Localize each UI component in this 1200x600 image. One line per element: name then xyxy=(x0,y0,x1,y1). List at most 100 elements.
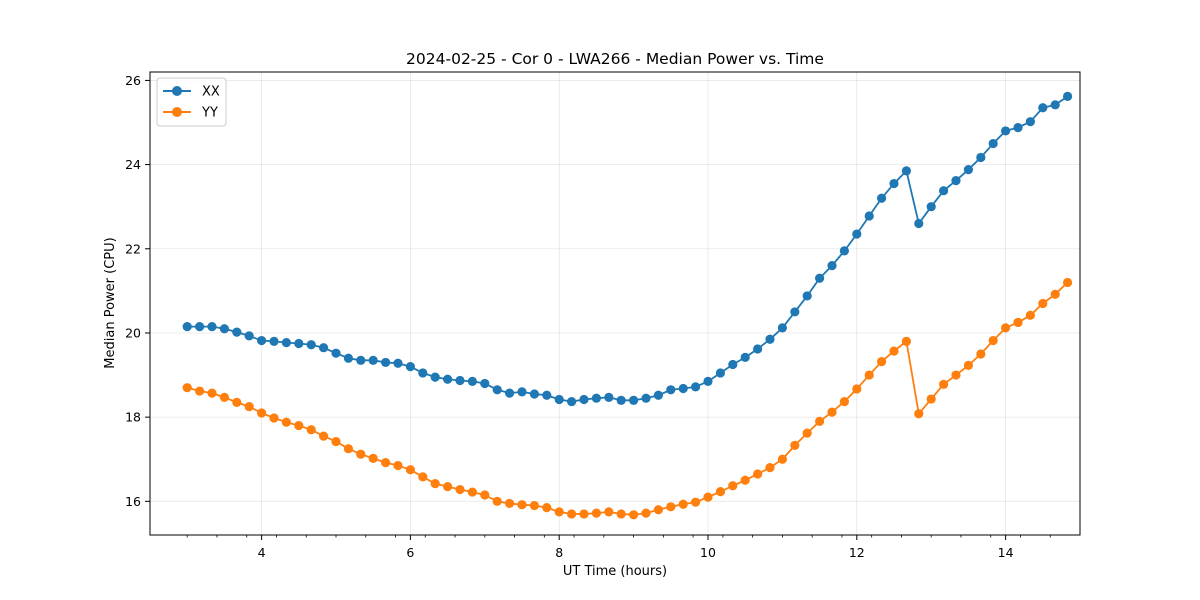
data-point-xx xyxy=(182,322,192,332)
data-point-xx xyxy=(753,344,763,354)
data-point-yy xyxy=(579,509,589,519)
data-point-yy xyxy=(666,502,676,512)
data-point-xx xyxy=(629,395,639,405)
y-tick-label: 18 xyxy=(125,410,141,425)
data-point-yy xyxy=(839,396,849,407)
data-point-xx xyxy=(1050,100,1060,110)
data-point-xx xyxy=(1062,91,1073,102)
y-tick-label: 24 xyxy=(125,157,141,172)
data-point-xx xyxy=(381,357,391,368)
data-point-xx xyxy=(232,327,242,337)
data-point-yy xyxy=(765,463,775,473)
data-point-yy xyxy=(492,496,502,506)
data-point-yy xyxy=(343,444,354,454)
data-point-xx xyxy=(517,387,527,397)
data-point-yy xyxy=(430,479,440,489)
data-point-yy xyxy=(740,475,750,485)
data-point-xx xyxy=(678,383,688,394)
data-point-yy xyxy=(542,503,552,513)
data-point-yy xyxy=(182,383,192,393)
data-point-xx xyxy=(294,338,304,349)
data-point-yy xyxy=(728,481,738,491)
x-tick-label: 4 xyxy=(258,545,266,560)
x-axis-label: UT Time (hours) xyxy=(563,564,667,579)
grid-lines xyxy=(150,72,1080,535)
data-point-xx xyxy=(889,178,899,189)
data-point-xx xyxy=(976,152,986,163)
data-point-yy xyxy=(257,408,267,418)
series-layer xyxy=(182,91,1073,520)
data-point-xx xyxy=(343,353,354,363)
x-tick-label: 12 xyxy=(849,545,865,560)
data-point-xx xyxy=(777,323,788,333)
data-point-xx xyxy=(244,331,254,341)
data-point-yy xyxy=(1062,277,1073,288)
data-point-yy xyxy=(529,500,540,511)
data-point-yy xyxy=(455,484,465,495)
data-point-yy xyxy=(939,379,949,389)
data-point-xx xyxy=(219,324,229,334)
data-point-xx xyxy=(790,307,800,317)
data-point-xx xyxy=(616,395,626,405)
data-point-xx xyxy=(418,368,428,378)
data-point-xx xyxy=(318,343,329,353)
data-point-yy xyxy=(951,370,961,380)
data-point-xx xyxy=(195,322,205,332)
data-point-xx xyxy=(715,368,726,378)
y-tick-label: 16 xyxy=(125,494,141,509)
y-tick-label: 26 xyxy=(125,73,141,88)
data-point-xx xyxy=(368,355,378,365)
data-point-yy xyxy=(393,460,403,471)
data-point-xx xyxy=(207,322,217,332)
data-point-xx xyxy=(939,186,949,196)
x-tick-label: 14 xyxy=(998,545,1014,560)
data-point-yy xyxy=(195,386,205,396)
data-point-yy xyxy=(467,487,477,497)
data-point-yy xyxy=(641,508,651,518)
x-tick-label: 8 xyxy=(555,545,563,560)
data-point-yy xyxy=(368,453,378,463)
data-point-yy xyxy=(1038,298,1048,309)
data-point-xx xyxy=(579,394,589,405)
x-tick-label: 10 xyxy=(700,545,716,560)
data-point-yy xyxy=(281,417,291,427)
data-point-xx xyxy=(926,202,936,212)
data-point-yy xyxy=(405,465,415,475)
data-point-xx xyxy=(852,229,862,239)
x-tick-label: 6 xyxy=(406,545,414,560)
data-point-yy xyxy=(1050,289,1060,299)
chart-title: 2024-02-25 - Cor 0 - LWA266 - Median Pow… xyxy=(406,50,824,68)
data-point-xx xyxy=(740,352,750,362)
data-point-yy xyxy=(567,509,577,519)
data-point-yy xyxy=(269,413,279,423)
data-point-xx xyxy=(257,335,267,346)
legend-label-xx: XX xyxy=(202,85,220,100)
data-point-yy xyxy=(517,500,527,510)
data-point-yy xyxy=(232,397,242,408)
data-point-yy xyxy=(889,346,899,356)
data-point-yy xyxy=(876,356,887,367)
data-point-xx xyxy=(480,378,490,389)
data-point-yy xyxy=(815,416,825,426)
data-point-xx xyxy=(269,336,279,346)
data-point-yy xyxy=(207,388,217,398)
data-point-xx xyxy=(529,389,540,399)
data-point-xx xyxy=(815,273,825,283)
data-point-xx xyxy=(641,393,651,403)
data-point-xx xyxy=(405,362,415,372)
data-point-yy xyxy=(777,454,788,464)
data-point-yy xyxy=(690,497,701,507)
data-point-xx xyxy=(393,358,403,368)
data-point-xx xyxy=(988,138,998,149)
data-point-yy xyxy=(914,409,924,419)
data-point-xx xyxy=(1025,117,1035,127)
data-point-yy xyxy=(244,402,254,412)
data-point-yy xyxy=(443,482,453,492)
data-point-yy xyxy=(331,436,341,447)
data-point-xx xyxy=(876,193,887,203)
data-point-xx xyxy=(467,376,477,386)
data-point-yy xyxy=(715,487,726,497)
data-point-yy xyxy=(629,510,639,520)
